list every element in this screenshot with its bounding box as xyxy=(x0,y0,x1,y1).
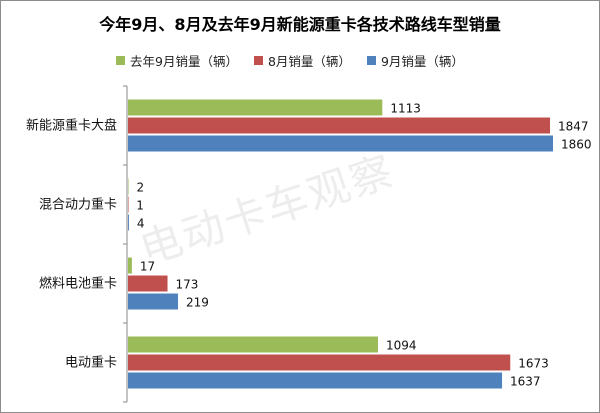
legend-swatch-sep xyxy=(366,56,376,65)
data-label-fuel-cell-sep: 219 xyxy=(186,296,209,310)
category-label-overall: 新能源重卡大盘 xyxy=(26,118,117,134)
category-label-hybrid: 混合动力重卡 xyxy=(39,197,117,213)
legend-item-last-year-sep: 去年9月销量（辆） xyxy=(116,51,238,70)
data-label-hybrid-last-year-sep: 2 xyxy=(136,181,144,195)
data-label-fuel-cell-last-year-sep: 17 xyxy=(140,260,155,274)
legend: 去年9月销量（辆） 8月销量（辆） 9月销量（辆） xyxy=(116,51,464,70)
bar-fuel-cell-aug xyxy=(128,275,168,292)
data-label-electric-aug: 1673 xyxy=(518,357,549,371)
bar-overall-last-year-sep xyxy=(128,99,383,116)
bar-overall-aug xyxy=(128,117,551,134)
category-label-electric: 电动重卡 xyxy=(65,355,117,371)
legend-label-last-year-sep: 去年9月销量（辆） xyxy=(130,54,238,69)
bar-electric-sep xyxy=(128,372,503,389)
legend-swatch-last-year-sep xyxy=(116,56,125,65)
data-label-electric-last-year-sep: 1094 xyxy=(386,339,417,353)
category-label-fuel-cell: 燃料电池重卡 xyxy=(39,276,117,292)
legend-item-aug: 8月销量（辆） xyxy=(253,51,351,70)
bar-hybrid-last-year-sep xyxy=(128,178,129,195)
legend-label-sep: 9月销量（辆） xyxy=(380,54,464,69)
bar-fuel-cell-sep xyxy=(128,293,179,310)
chart-title: 今年9月、8月及去年9月新能源重卡各技术路线车型销量 xyxy=(99,15,501,34)
data-label-hybrid-aug: 1 xyxy=(136,199,144,213)
bar-electric-aug xyxy=(128,354,511,371)
data-label-electric-sep: 1637 xyxy=(510,375,541,389)
bar-fuel-cell-last-year-sep xyxy=(128,257,132,274)
legend-item-sep: 9月销量（辆） xyxy=(366,51,464,70)
data-label-hybrid-sep: 4 xyxy=(137,217,145,231)
data-label-overall-sep: 1860 xyxy=(561,138,592,152)
legend-label-aug: 8月销量（辆） xyxy=(267,54,351,69)
data-label-fuel-cell-aug: 173 xyxy=(176,278,199,292)
legend-swatch-aug xyxy=(253,56,263,65)
data-label-overall-last-year-sep: 1113 xyxy=(390,102,421,116)
bar-electric-last-year-sep xyxy=(128,336,378,353)
bar-hybrid-sep xyxy=(128,214,129,231)
data-label-overall-aug: 1847 xyxy=(558,120,589,134)
bar-overall-sep xyxy=(128,135,553,152)
bar-hybrid-aug xyxy=(128,196,129,213)
